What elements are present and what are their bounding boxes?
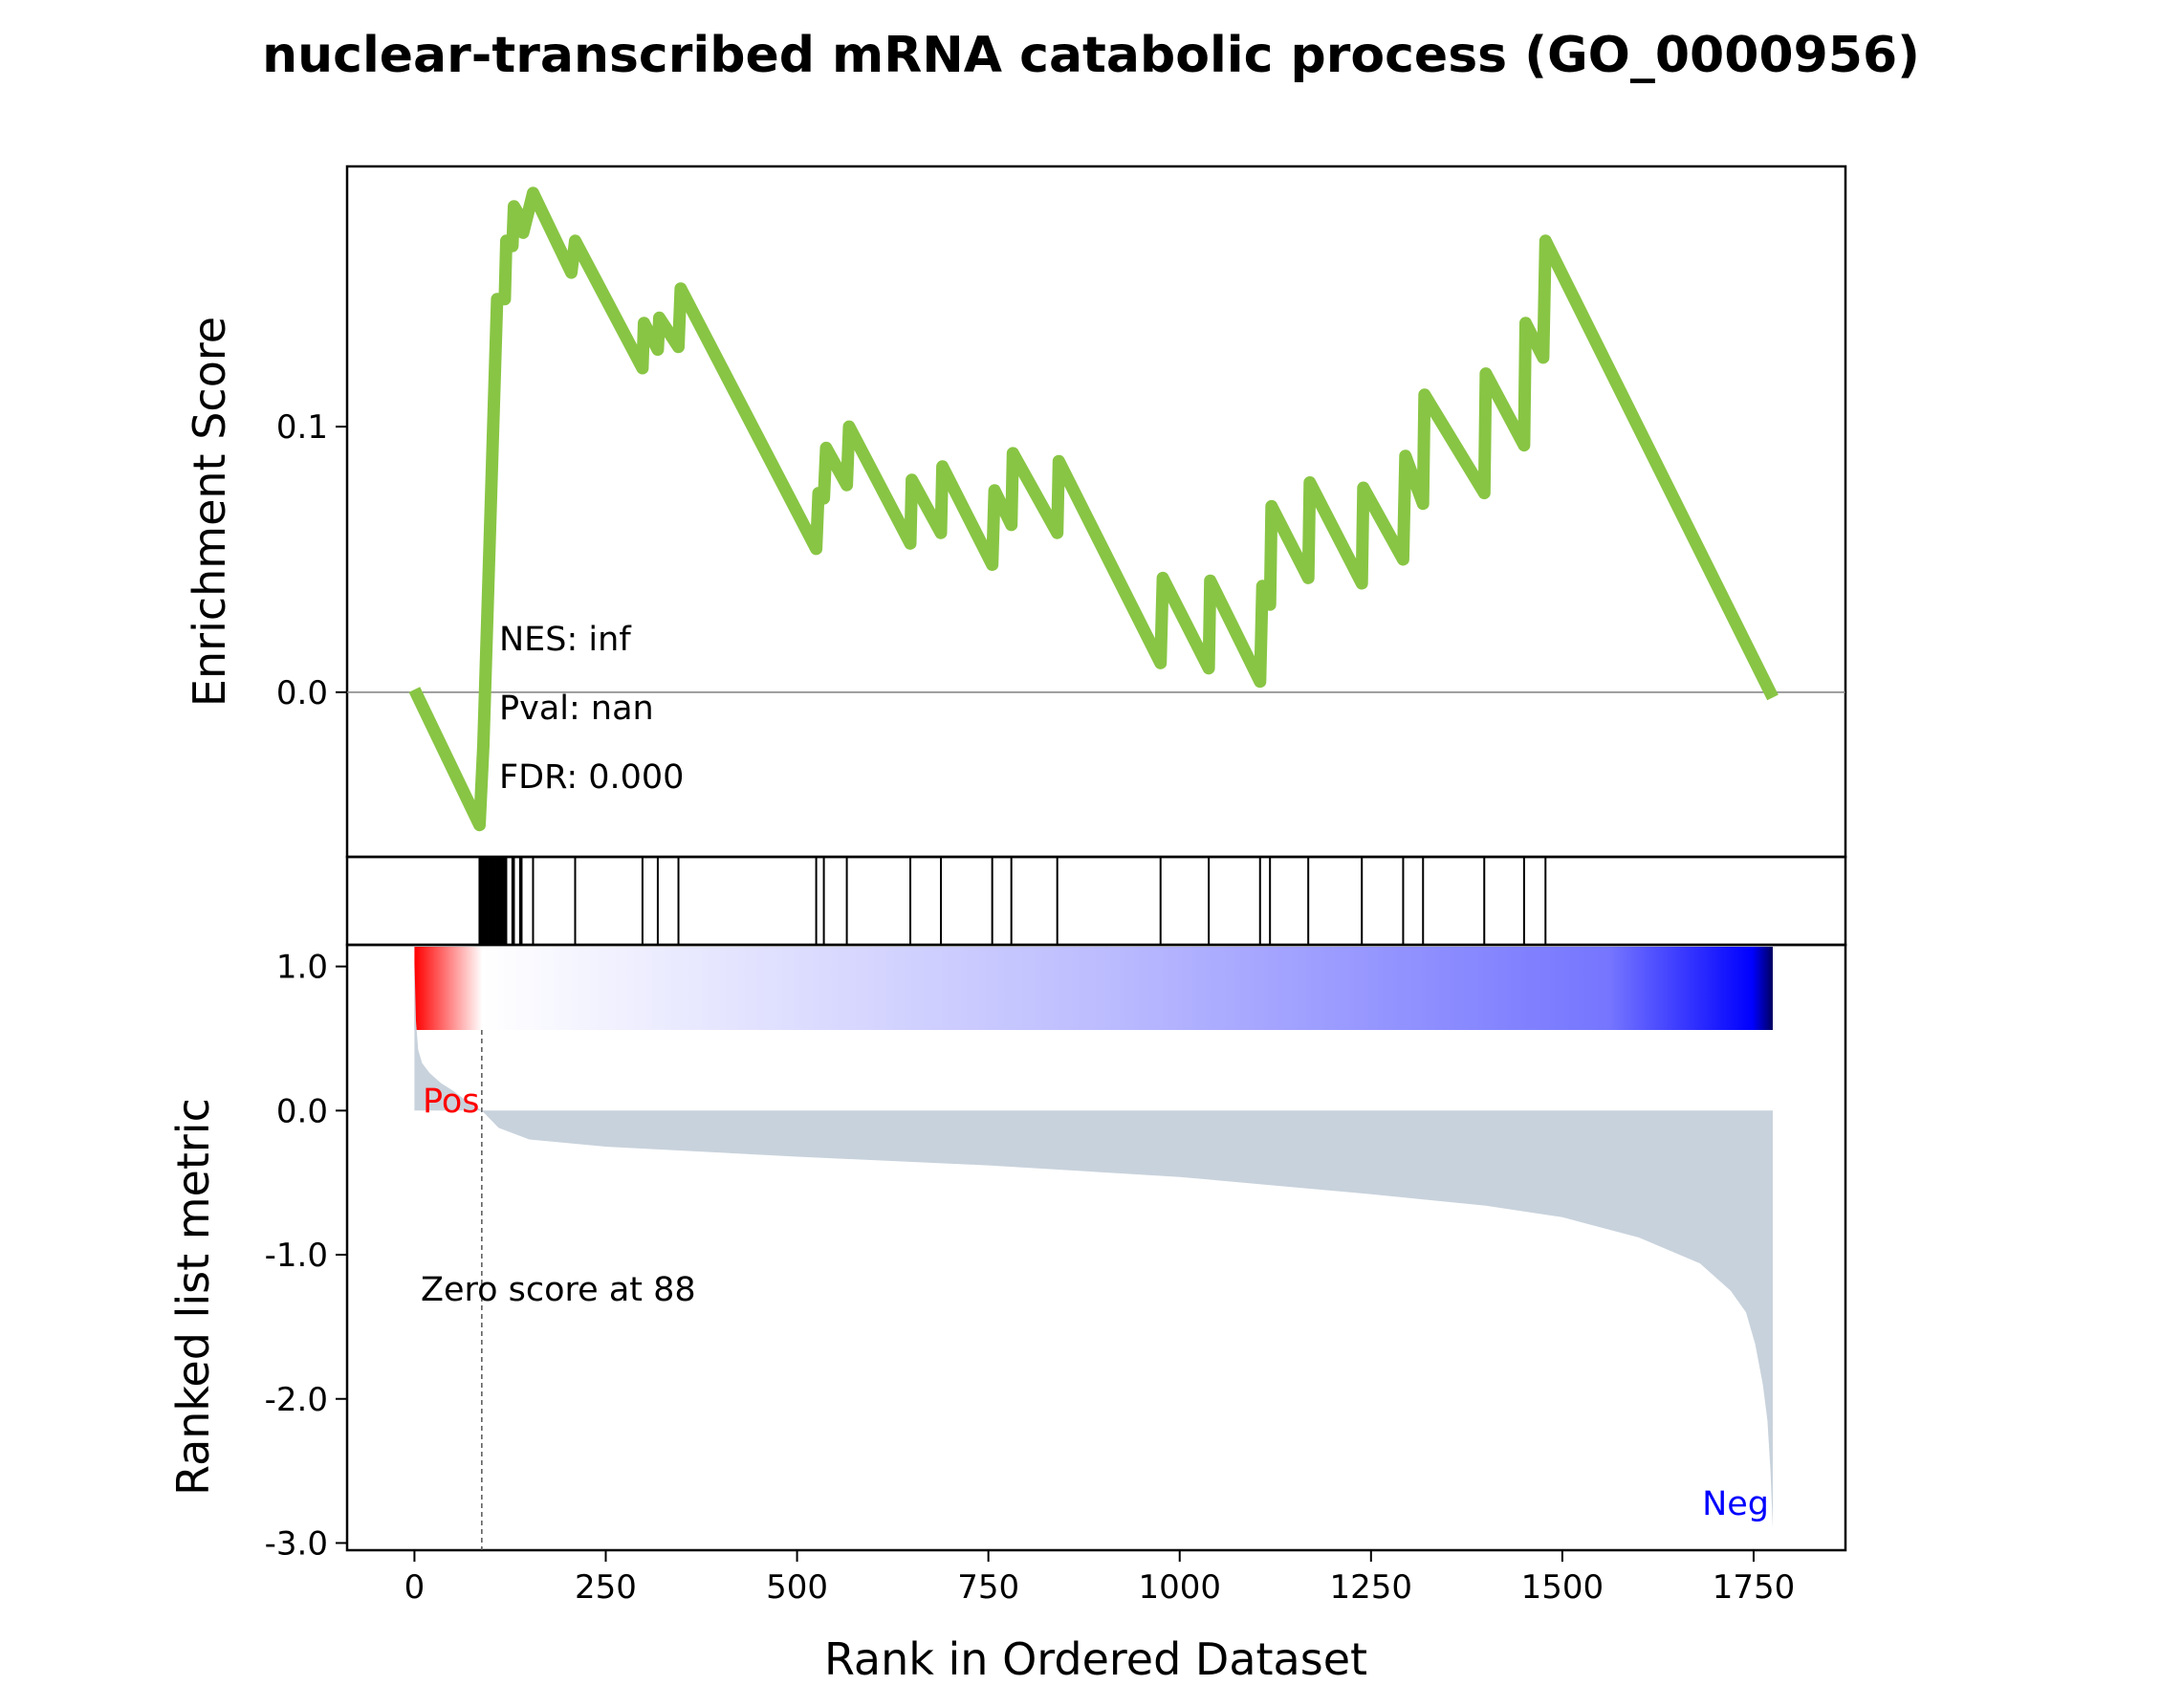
neg-label: Neg xyxy=(1702,1485,1769,1523)
x-tick-label: 750 xyxy=(957,1568,1019,1607)
hits-panel-frame xyxy=(345,855,1847,947)
x-axis-label: Rank in Ordered Dataset xyxy=(824,1633,1367,1685)
es-stat-fdr: FDR: 0.000 xyxy=(499,758,684,797)
x-tick-label: 1500 xyxy=(1521,1568,1605,1607)
ranked-axis-label: Ranked list metric xyxy=(167,1098,219,1496)
x-tick-label: 1250 xyxy=(1330,1568,1413,1607)
es-stat-nes: NES: inf xyxy=(499,621,631,659)
gene-hits-panel xyxy=(345,855,1847,947)
ranked-ytick-label: 0.0 xyxy=(276,1092,328,1130)
enrichment-score-line xyxy=(408,186,1779,832)
pos-label: Pos xyxy=(423,1083,480,1121)
ranked-ytick-label: -1.0 xyxy=(265,1237,328,1275)
ranked-ytick-label: -3.0 xyxy=(265,1524,328,1563)
x-tick-label: 1750 xyxy=(1713,1568,1796,1607)
x-tick-label: 250 xyxy=(575,1568,637,1607)
ranked-metric-panel: 1.0 0.0 -1.0 -2.0 -3.0 Pos Neg Zero score at 88… xyxy=(167,943,1847,1563)
es-stat-pval: Pval: nan xyxy=(499,690,654,728)
es-axis-label: Enrichment Score xyxy=(184,317,235,707)
x-tick-label: 0 xyxy=(404,1568,426,1607)
x-tick-label: 1000 xyxy=(1138,1568,1221,1607)
ranked-panel-frame xyxy=(345,943,1847,1552)
x-tick-label: 500 xyxy=(766,1568,828,1607)
es-ytick-label: 0.1 xyxy=(276,408,328,447)
rank-color-bar xyxy=(414,947,1773,1030)
ranked-ytick-label: 1.0 xyxy=(276,949,328,987)
chart-title: nuclear-transcribed mRNA catabolic proce… xyxy=(262,27,1920,84)
enrichment-score-panel: 0.0 0.1 NES: inf Pval: nan FDR: 0.000 Enrich… xyxy=(184,164,1847,859)
zero-score-text: Zero score at 88 xyxy=(421,1271,696,1309)
x-axis: 0 250 500 750 1000 1250 1500 1750 xyxy=(404,1550,1796,1607)
es-ytick-label: 0.0 xyxy=(276,674,328,712)
ranked-metric-area xyxy=(414,959,1773,1529)
ranked-ytick-label: -2.0 xyxy=(265,1381,328,1419)
